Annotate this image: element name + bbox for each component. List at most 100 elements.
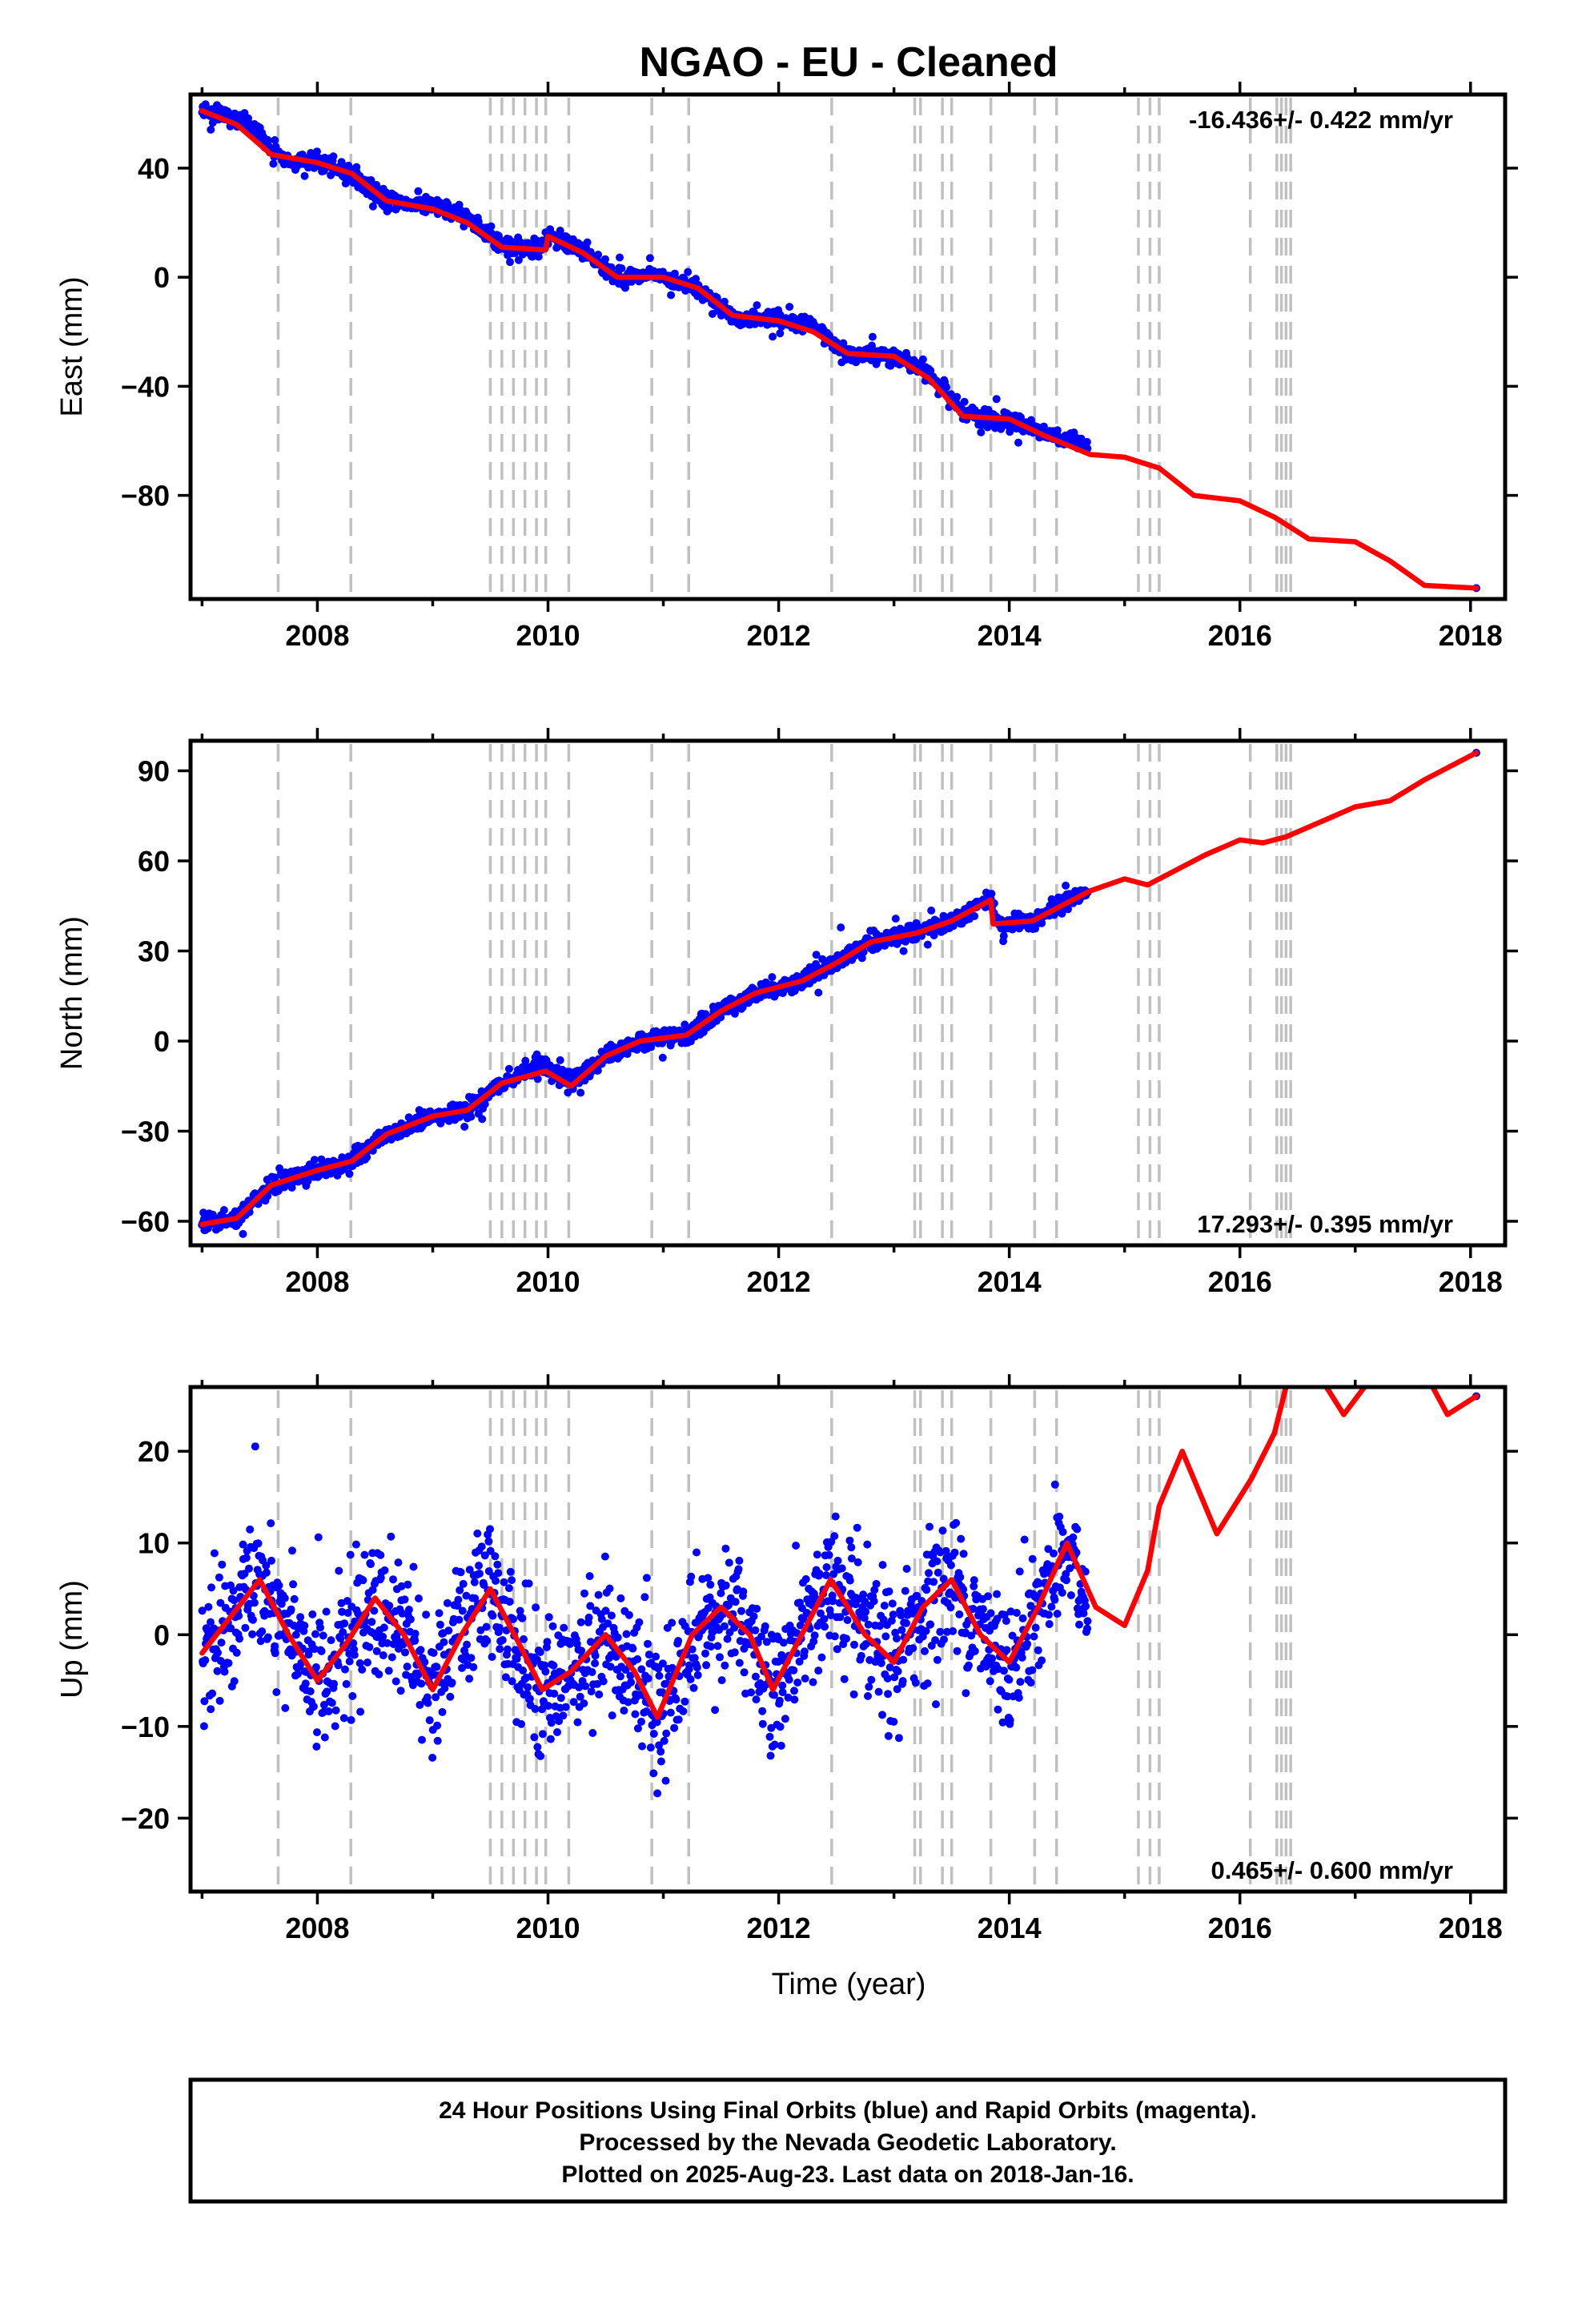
observation-point [263,1633,272,1642]
y-tick-label: 0 [154,261,170,294]
observation-point [770,1691,778,1699]
x-tick-label: 2010 [516,619,580,652]
observation-point [488,1653,496,1661]
observation-point [350,1651,359,1659]
observation-point [658,1659,667,1668]
y-tick-label: 30 [138,935,170,968]
observation-point [232,1648,241,1657]
observation-point [730,1623,739,1632]
observation-point [962,1689,970,1698]
observation-point [495,1623,504,1632]
observation-point [778,1681,787,1690]
observation-point [679,1707,688,1715]
observation-point [313,147,321,156]
observation-point [1045,1620,1054,1628]
observation-point [367,1560,375,1569]
observation-point [580,1699,588,1707]
observation-point [548,1622,557,1630]
observation-point [215,1573,223,1582]
observation-point [1018,1614,1027,1622]
observation-point [586,1602,595,1610]
observation-point [766,1751,775,1760]
observation-point [334,1661,343,1670]
observation-point [262,1568,271,1577]
observation-point [1062,1570,1070,1578]
observation-point [367,1618,376,1626]
observation-point [861,1607,870,1616]
observation-point [601,255,609,263]
observation-point [207,1618,215,1626]
observation-point [693,1548,701,1557]
observation-point [487,222,496,231]
observation-point [488,1611,497,1620]
observation-point [685,1661,693,1670]
observation-point [588,1668,596,1676]
observation-point [591,1659,600,1667]
observation-point [1044,1545,1053,1554]
observation-point [617,264,626,273]
observation-point [518,1614,527,1622]
observation-point [327,171,335,179]
observation-point [429,1649,438,1657]
observation-point [889,1718,898,1726]
model-line [199,750,1480,1228]
observation-point [1066,1591,1075,1599]
observation-point [424,1699,432,1707]
observation-point [476,1570,484,1578]
observation-point [628,1644,637,1653]
observation-point [959,1585,968,1594]
y-tick-label: 90 [138,755,170,788]
observation-point [749,1612,758,1621]
observation-point [897,1626,906,1634]
observation-point [320,1733,329,1742]
observation-point [199,1722,208,1731]
observation-point [1058,1528,1067,1536]
observation-point [560,1623,568,1632]
observation-point [946,1603,955,1612]
observation-point [308,1610,317,1618]
observation-point [853,1523,861,1532]
model-line [199,108,1480,591]
observation-point [356,1707,365,1716]
observation-point [692,275,701,283]
observation-point [649,1769,658,1778]
observation-point [262,1562,271,1570]
observation-point [739,1587,748,1596]
observation-point [792,1542,801,1550]
observation-point [956,1573,965,1582]
y-tick-label: −10 [121,1711,170,1743]
observation-point [359,1576,367,1585]
observation-point [769,332,777,341]
observation-point [938,1526,947,1535]
observation-point [301,1679,310,1688]
observation-point [720,1622,729,1630]
observation-point [837,923,845,932]
observation-point [544,1702,552,1711]
observation-point [970,1647,979,1655]
observation-point [1066,1564,1074,1573]
observation-point [213,1667,222,1675]
observation-point [863,1540,872,1549]
observation-point [411,1630,420,1638]
observation-point [384,1667,393,1675]
observation-point [339,1714,348,1723]
observation-point [341,1665,349,1674]
observation-point [530,1733,539,1742]
observation-point [649,1730,658,1738]
observation-point [573,1718,582,1727]
observation-point [616,253,624,262]
observation-point [506,1567,515,1576]
observation-point [820,1614,829,1623]
observation-point [652,1718,661,1727]
observation-point [923,1679,932,1688]
observation-point [561,1703,570,1711]
observation-point [1064,905,1072,914]
observation-point [280,1594,289,1602]
observation-point [893,1634,901,1642]
observation-point [878,1561,887,1570]
observation-point [776,329,785,338]
observation-point [480,1551,489,1560]
observation-point [932,1700,940,1709]
observation-point [933,1557,942,1566]
observation-point [894,1734,903,1743]
